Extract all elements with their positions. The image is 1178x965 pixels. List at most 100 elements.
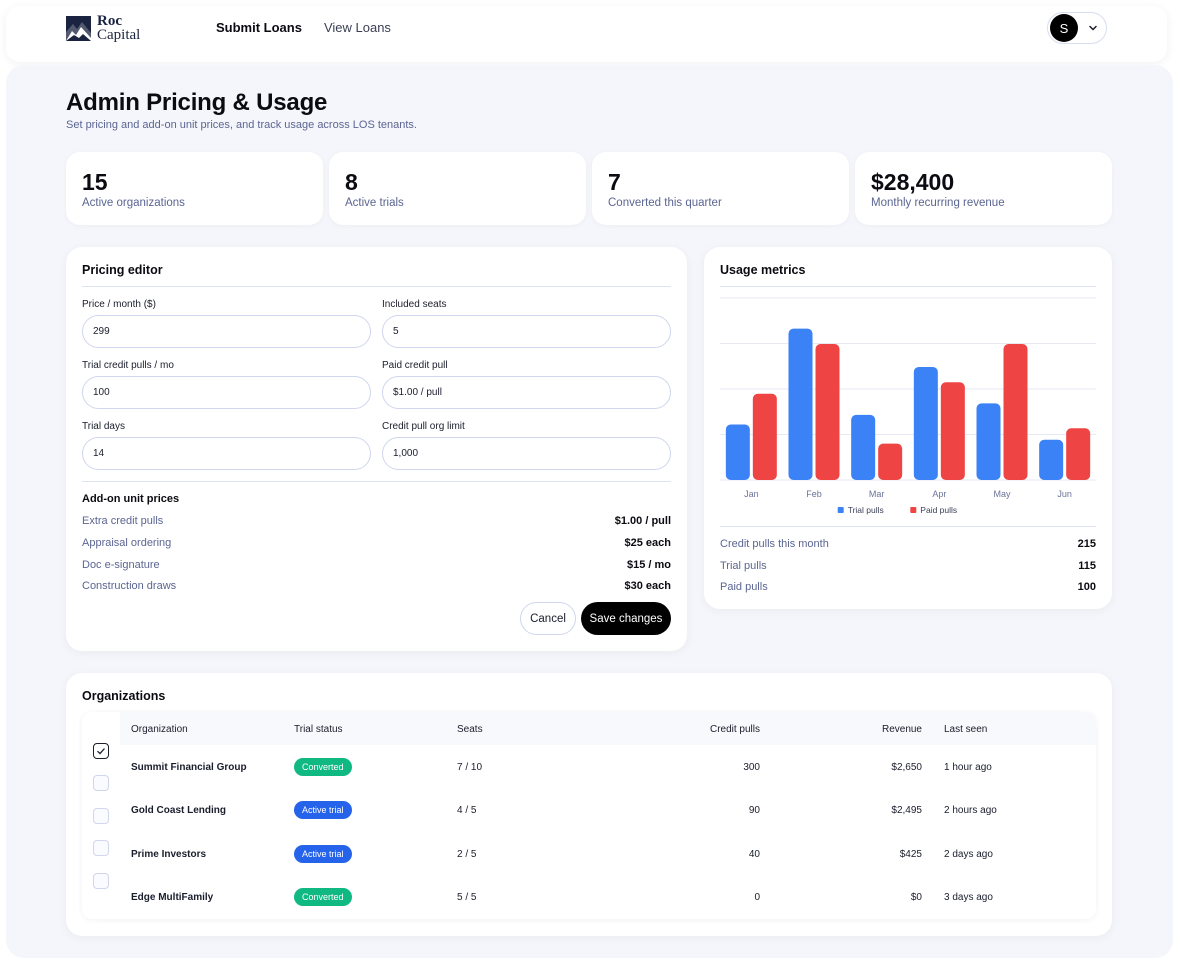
nav-item-view-loans[interactable]: View Loans xyxy=(323,20,391,35)
chart-tick-label: May xyxy=(993,489,1011,499)
chart-tick-label: Feb xyxy=(806,489,822,499)
row-checkbox-4[interactable] xyxy=(93,840,109,856)
last-seen-value: 2 hours ago xyxy=(944,805,997,816)
credit-pull-limit-label: Credit pull org limit xyxy=(382,421,465,432)
chart-bar-paid-pulls-mar[interactable] xyxy=(878,443,903,480)
stat-card-active-trials: 8 Active trials xyxy=(329,152,586,225)
addons-title: Add-on unit prices xyxy=(82,493,180,505)
divider xyxy=(720,286,1096,287)
brand-name-line1: Roc xyxy=(97,13,122,29)
chart-bar-paid-pulls-feb[interactable] xyxy=(815,343,840,480)
check-icon xyxy=(97,748,105,755)
credit-pulls-value: 90 xyxy=(748,805,760,816)
trial-credit-pulls-label: Trial credit pulls / mo xyxy=(82,360,174,371)
nav-item-submit-loans[interactable]: Submit Loans xyxy=(216,20,302,35)
legend-swatch xyxy=(910,507,917,513)
status-badge: Converted xyxy=(294,758,352,776)
divider xyxy=(82,481,671,482)
column-header-revenue[interactable]: Revenue xyxy=(881,724,922,735)
stat-card-active-organizations: 15 Active organizations xyxy=(66,152,323,225)
chart-bar-paid-pulls-jun[interactable] xyxy=(1066,428,1091,480)
addon-price: $15 / mo xyxy=(626,559,671,571)
stat-card-converted: 7 Converted this quarter xyxy=(592,152,849,225)
mountain-logo-icon xyxy=(66,15,91,41)
trial-days-label: Trial days xyxy=(82,421,125,432)
included-seats-label: Included seats xyxy=(382,299,447,310)
chart-bar-trial-pulls-mar[interactable] xyxy=(851,414,876,480)
chart-bar-trial-pulls-jan[interactable] xyxy=(725,424,750,480)
seats-value: 4 / 5 xyxy=(457,805,477,816)
revenue-value: $0 xyxy=(910,892,922,903)
last-seen-value: 3 days ago xyxy=(944,892,993,903)
org-name: Edge MultiFamily xyxy=(131,892,214,903)
status-badge: Converted xyxy=(294,888,352,906)
included-seats-input[interactable]: 5 xyxy=(382,315,671,348)
column-header-seats[interactable]: Seats xyxy=(457,724,483,735)
trial-days-input[interactable]: 14 xyxy=(82,437,371,470)
addon-price: $30 each xyxy=(624,580,671,592)
organizations-table: Organization Trial status Seats Credit p… xyxy=(82,712,1096,919)
stat-label: Active organizations xyxy=(82,197,185,209)
divider xyxy=(82,286,671,287)
chart-bar-paid-pulls-may[interactable] xyxy=(1003,343,1028,480)
chart-bar-paid-pulls-apr[interactable] xyxy=(940,382,965,480)
brand-name-line2: Capital xyxy=(97,27,141,43)
row-checkbox-3[interactable] xyxy=(93,808,109,824)
paid-credit-pull-input[interactable]: $1.00 / pull xyxy=(382,376,671,409)
metric-name: Trial pulls xyxy=(720,560,767,572)
column-header-organization[interactable]: Organization xyxy=(131,724,188,735)
chart-bar-paid-pulls-jan[interactable] xyxy=(752,393,777,480)
save-changes-button[interactable]: Save changes xyxy=(581,602,671,635)
seats-value: 7 / 10 xyxy=(457,762,483,773)
row-checkbox-5[interactable] xyxy=(93,873,109,889)
column-header-trial-status[interactable]: Trial status xyxy=(294,724,343,735)
last-seen-value: 1 hour ago xyxy=(944,762,992,773)
column-header-last-seen[interactable]: Last seen xyxy=(944,724,988,735)
pricing-editor-title: Pricing editor xyxy=(82,263,163,277)
stat-value: 7 xyxy=(608,169,621,195)
brand-logo[interactable]: Roc Capital xyxy=(66,13,141,43)
main-nav: Submit Loans View Loans xyxy=(216,20,391,35)
column-header-credit-pulls[interactable]: Credit pulls xyxy=(709,724,760,735)
chart-bar-trial-pulls-jun[interactable] xyxy=(1039,439,1064,480)
usage-bar-chart: Jan Feb Mar Apr May Jun Trial pulls Paid pulls xyxy=(720,297,1096,515)
addon-name: Doc e-signature xyxy=(82,559,160,571)
metric-value: 115 xyxy=(1078,560,1096,572)
user-menu-button[interactable]: S xyxy=(1047,12,1107,44)
row-checkbox-1[interactable] xyxy=(93,743,109,759)
status-badge: Active trial xyxy=(294,845,352,863)
chart-bar-trial-pulls-may[interactable] xyxy=(976,403,1001,480)
trial-credit-pulls-input[interactable]: 100 xyxy=(82,376,371,409)
chart-bar-trial-pulls-apr[interactable] xyxy=(913,366,938,480)
legend-label: Trial pulls xyxy=(848,505,884,515)
status-badge: Active trial xyxy=(294,801,352,819)
chart-bar-trial-pulls-feb[interactable] xyxy=(788,328,813,480)
metric-value: 100 xyxy=(1077,581,1096,593)
cancel-button[interactable]: Cancel xyxy=(520,602,576,635)
metric-name: Credit pulls this month xyxy=(720,538,829,550)
seats-value: 2 / 5 xyxy=(457,849,477,860)
avatar: S xyxy=(1050,14,1078,42)
addon-price: $1.00 / pull xyxy=(614,515,671,527)
brand-name: Roc Capital xyxy=(97,13,141,43)
stat-label: Converted this quarter xyxy=(608,197,722,209)
metric-name: Paid pulls xyxy=(720,581,768,593)
price-month-input[interactable]: 299 xyxy=(82,315,371,348)
chart-tick-label: Mar xyxy=(869,489,885,499)
top-navbar xyxy=(6,6,1167,62)
stat-label: Active trials xyxy=(345,197,404,209)
credit-pulls-value: 300 xyxy=(743,762,760,773)
revenue-value: $425 xyxy=(899,849,922,860)
row-checkbox-2[interactable] xyxy=(93,775,109,791)
stat-value: 15 xyxy=(82,169,108,195)
credit-pull-limit-input[interactable]: 1,000 xyxy=(382,437,671,470)
org-name: Summit Financial Group xyxy=(131,762,247,773)
page-subtitle: Set pricing and add-on unit prices, and … xyxy=(66,119,417,131)
last-seen-value: 2 days ago xyxy=(944,849,993,860)
stat-label: Monthly recurring revenue xyxy=(871,197,1005,209)
addon-name: Appraisal ordering xyxy=(82,537,172,549)
org-name: Prime Investors xyxy=(131,849,207,860)
chart-tick-label: Jan xyxy=(744,489,759,499)
chart-tick-label: Apr xyxy=(932,489,946,499)
stat-value: 8 xyxy=(345,169,358,195)
